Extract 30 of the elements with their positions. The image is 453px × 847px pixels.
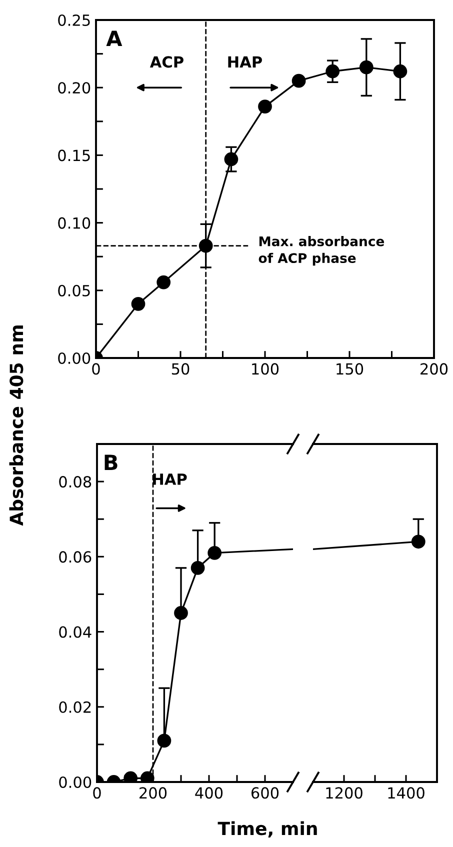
x-tick-label: 200: [140, 787, 167, 799]
y-tick-label: 0.00: [59, 776, 92, 788]
annotation: HAP: [228, 56, 262, 68]
x-tick-label: 400: [195, 787, 223, 799]
x-axis-title: Time, min: [218, 821, 317, 838]
y-tick-label: 0.02: [59, 701, 91, 713]
y-tick-label: 0.04: [59, 626, 92, 638]
x-tick-label: 200: [420, 363, 448, 375]
annotation: HAP: [153, 474, 187, 485]
ref-line-label: Max. absorbance of ACP phase: [258, 236, 384, 266]
y-tick-label: 0.05: [58, 284, 90, 296]
x-tick-label: 1200: [326, 787, 362, 799]
y-tick-label: 0.15: [58, 150, 90, 162]
y-tick-label: 0.08: [59, 476, 92, 488]
chart-title: B: [104, 454, 118, 470]
x-tick-label: 0: [92, 363, 100, 375]
y-tick-label: 0.20: [58, 82, 90, 94]
x-tick-label: 600: [251, 787, 279, 799]
y-tick-label: 0.06: [59, 551, 92, 563]
y-tick-label: 0.25: [58, 14, 90, 26]
x-tick-label: 1400: [388, 787, 424, 799]
y-axis-title: Absorbance 405 nm: [9, 326, 24, 526]
x-tick-label: 0: [93, 787, 101, 799]
y-tick-label: 0.00: [58, 352, 90, 364]
x-tick-label: 50: [172, 363, 190, 375]
y-tick-label: 0.10: [58, 217, 90, 229]
chart-title: A: [106, 30, 122, 46]
annotation: ACP: [150, 56, 184, 68]
x-tick-label: 150: [336, 363, 364, 375]
x-tick-label: 100: [252, 363, 279, 375]
